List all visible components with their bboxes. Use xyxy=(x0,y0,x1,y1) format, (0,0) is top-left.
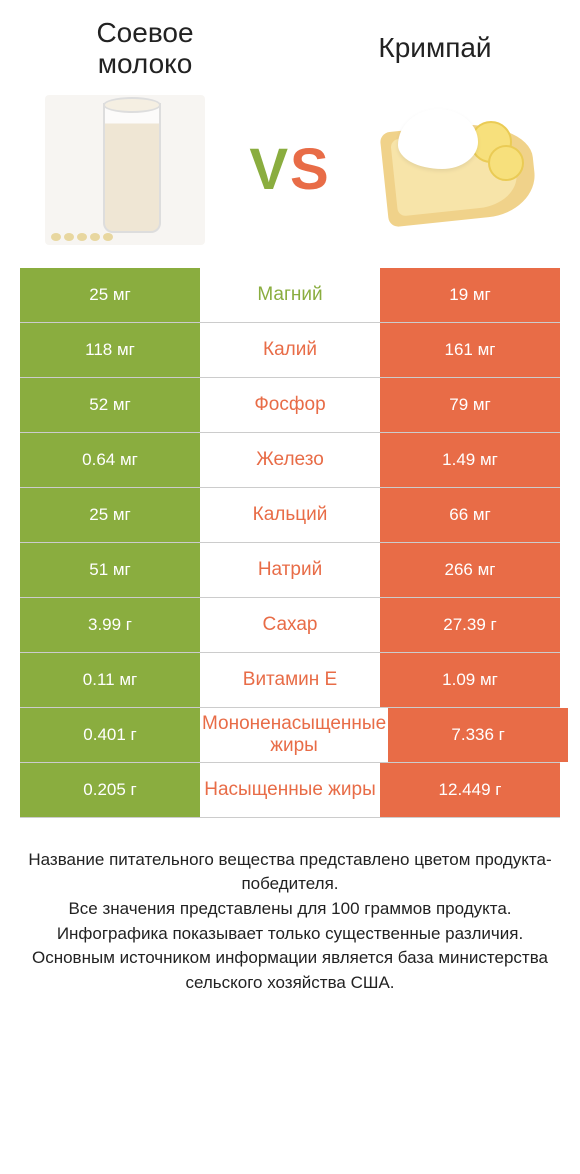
right-product-title: Кримпай xyxy=(320,33,550,64)
nutrient-name: Магний xyxy=(200,268,380,322)
left-value: 118 мг xyxy=(20,323,200,377)
vs-label: VS xyxy=(249,136,330,203)
footer-notes: Название питательного вещества представл… xyxy=(20,818,560,996)
nutrient-name: Витамин E xyxy=(200,653,380,707)
table-row: 25 мгКальций66 мг xyxy=(20,488,560,543)
right-value: 1.49 мг xyxy=(380,433,560,487)
left-value: 52 мг xyxy=(20,378,200,432)
nutrient-name: Кальций xyxy=(200,488,380,542)
right-value: 161 мг xyxy=(380,323,560,377)
table-row: 118 мгКалий161 мг xyxy=(20,323,560,378)
right-value: 19 мг xyxy=(380,268,560,322)
right-value: 27.39 г xyxy=(380,598,560,652)
left-value: 25 мг xyxy=(20,268,200,322)
nutrient-name: Насыщенные жиры xyxy=(200,763,380,817)
left-value: 0.401 г xyxy=(20,708,200,762)
left-value: 0.205 г xyxy=(20,763,200,817)
right-value: 12.449 г xyxy=(380,763,560,817)
left-product-image xyxy=(30,90,220,250)
nutrient-name: Калий xyxy=(200,323,380,377)
right-product-image xyxy=(360,90,550,250)
right-value: 1.09 мг xyxy=(380,653,560,707)
table-row: 0.401 гМононенасыщенные жиры7.336 г xyxy=(20,708,560,763)
right-value: 66 мг xyxy=(380,488,560,542)
nutrient-name: Натрий xyxy=(200,543,380,597)
nutrient-name: Железо xyxy=(200,433,380,487)
left-value: 0.64 мг xyxy=(20,433,200,487)
left-value: 51 мг xyxy=(20,543,200,597)
right-value: 7.336 г xyxy=(388,708,568,762)
infographic: Соевое молоко Кримпай VS 25 м xyxy=(0,0,580,1174)
table-row: 52 мгФосфор79 мг xyxy=(20,378,560,433)
right-value: 266 мг xyxy=(380,543,560,597)
nutrient-name: Сахар xyxy=(200,598,380,652)
left-value: 25 мг xyxy=(20,488,200,542)
footer-line: Основным источником информации является … xyxy=(26,946,554,995)
table-row: 3.99 гСахар27.39 г xyxy=(20,598,560,653)
table-row: 0.205 гНасыщенные жиры12.449 г xyxy=(20,763,560,818)
left-value: 3.99 г xyxy=(20,598,200,652)
title-row: Соевое молоко Кримпай xyxy=(20,0,560,90)
image-row: VS xyxy=(20,90,560,268)
footer-line: Название питательного вещества представл… xyxy=(26,848,554,897)
table-row: 0.64 мгЖелезо1.49 мг xyxy=(20,433,560,488)
nutrient-table: 25 мгМагний19 мг118 мгКалий161 мг52 мгФо… xyxy=(20,268,560,818)
right-value: 79 мг xyxy=(380,378,560,432)
table-row: 0.11 мгВитамин E1.09 мг xyxy=(20,653,560,708)
left-value: 0.11 мг xyxy=(20,653,200,707)
nutrient-name: Фосфор xyxy=(200,378,380,432)
table-row: 51 мгНатрий266 мг xyxy=(20,543,560,598)
footer-line: Инфографика показывает только существенн… xyxy=(26,922,554,947)
left-product-title: Соевое молоко xyxy=(30,18,260,80)
footer-line: Все значения представлены для 100 граммо… xyxy=(26,897,554,922)
nutrient-name: Мононенасыщенные жиры xyxy=(200,708,388,762)
table-row: 25 мгМагний19 мг xyxy=(20,268,560,323)
